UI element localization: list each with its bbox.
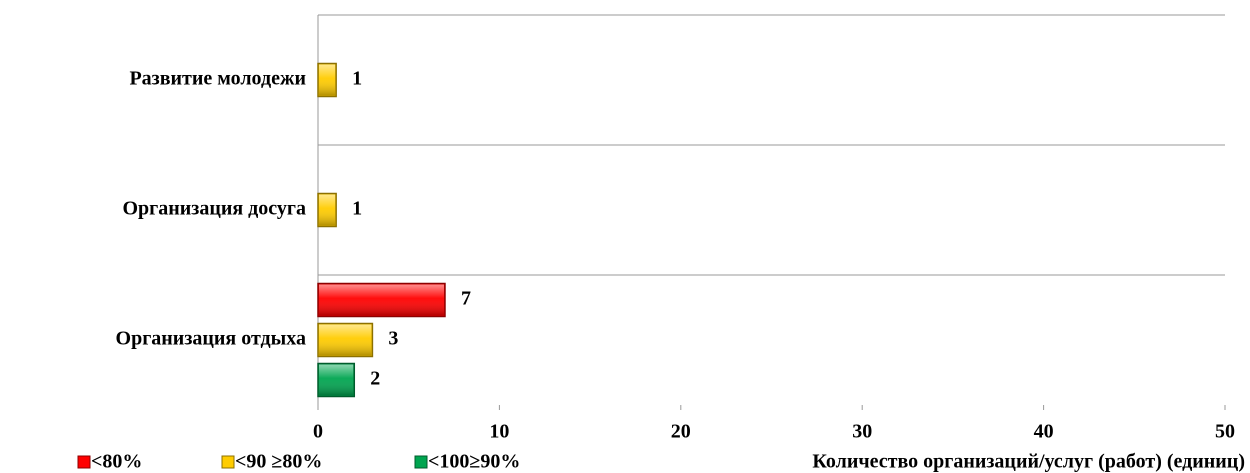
x-tick-label: 10 — [489, 421, 509, 443]
bar-shine — [319, 284, 444, 316]
y-tick-label: Развитие молодежи — [129, 68, 306, 90]
legend-label: <100≥90% — [428, 451, 520, 473]
legend-swatch — [77, 455, 91, 469]
x-tick-label: 40 — [1034, 421, 1054, 443]
x-tick-label: 50 — [1215, 421, 1235, 443]
data-label: 2 — [370, 368, 380, 390]
legend-label: <80% — [91, 451, 142, 473]
x-tick-label: 0 — [313, 421, 323, 443]
data-label: 3 — [388, 328, 398, 350]
x-tick-label: 20 — [671, 421, 691, 443]
data-label: 1 — [352, 68, 362, 90]
x-tick-label: 30 — [852, 421, 872, 443]
legend-swatch — [221, 455, 235, 469]
y-tick-label: Организация досуга — [122, 198, 306, 220]
data-label: 1 — [352, 198, 362, 220]
bar-shine — [319, 364, 354, 396]
legend-swatch — [414, 455, 428, 469]
bar-shine — [319, 194, 336, 226]
bar-shine — [319, 324, 372, 356]
data-label: 7 — [461, 288, 471, 310]
legend-label: <90 ≥80% — [235, 451, 322, 473]
x-axis-label: Количество организаций/услуг (работ) (ед… — [812, 451, 1245, 473]
bar-shine — [319, 64, 336, 96]
y-tick-label: Организация отдыха — [116, 328, 306, 350]
